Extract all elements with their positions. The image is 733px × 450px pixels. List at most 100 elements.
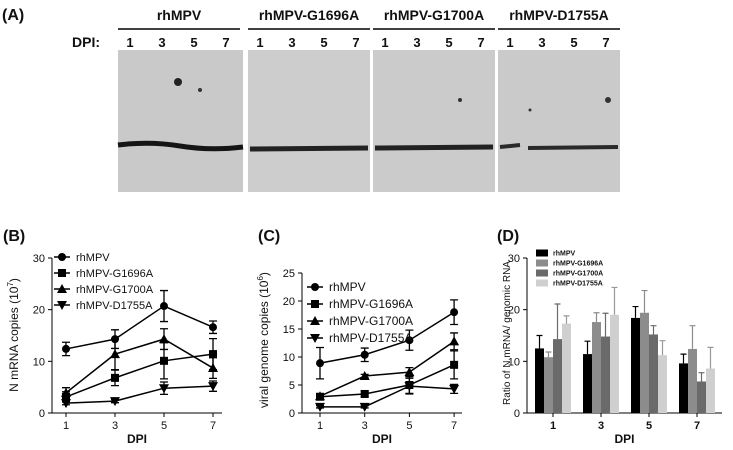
marker [209, 323, 217, 332]
marker [58, 253, 66, 261]
marker [61, 387, 71, 397]
series: rhMPV [535, 249, 688, 413]
x-tick-label: 1 [550, 420, 556, 432]
blot-spot [174, 78, 182, 86]
legend-label: rhMPV [76, 252, 110, 264]
series: rhMPV-G1700A [54, 284, 218, 399]
y-axis-label: N mRNA copies (107) [6, 278, 21, 392]
lane-header: rhMPV [157, 7, 202, 23]
error-bar [632, 305, 639, 318]
panel-label: (D) [497, 228, 519, 245]
marker [316, 359, 324, 368]
day-label: 1 [381, 35, 388, 50]
legend-label: rhMPV-G1696A [553, 260, 603, 267]
legend-swatch [536, 279, 548, 287]
error-bar [641, 289, 648, 313]
y-axis-label-part: ) [7, 278, 21, 282]
bar [649, 334, 658, 413]
y-tick-label: 10 [508, 356, 520, 368]
error-bar [698, 372, 705, 382]
series: rhMPV-G1700A [307, 314, 460, 401]
series: rhMPV-D1755A [307, 331, 460, 412]
marker [209, 350, 217, 359]
series-line [65, 338, 214, 394]
legend-swatch [536, 259, 548, 267]
y-axis-label-part: N mRNA copies (10 [7, 286, 21, 392]
marker [450, 308, 459, 317]
series: rhMPV [307, 280, 459, 380]
day-label: 1 [506, 35, 513, 50]
legend-swatch [536, 269, 548, 277]
bar [697, 381, 706, 413]
dpi-label: DPI: [72, 34, 100, 50]
marker [160, 356, 168, 365]
series-line [319, 340, 455, 397]
marker [311, 283, 319, 291]
marker [310, 316, 320, 325]
x-tick-label: 5 [646, 420, 652, 432]
marker [61, 399, 71, 409]
marker [310, 334, 320, 343]
bar [640, 312, 649, 413]
error-bar [689, 325, 696, 349]
panel-label: (A) [2, 7, 24, 24]
y-tick-label: 30 [33, 253, 45, 265]
day-label: 3 [158, 35, 165, 50]
marker [449, 384, 460, 394]
series-line [65, 305, 214, 350]
x-tick-label: 5 [406, 420, 412, 432]
blot-band [117, 140, 244, 152]
y-tick-label: 20 [508, 305, 520, 317]
error-bar [680, 353, 687, 364]
y-tick-label: 5 [289, 380, 295, 392]
bar [583, 354, 592, 413]
day-label: 7 [602, 35, 609, 50]
error-bar [593, 312, 600, 323]
y-tick-label: 10 [283, 352, 295, 364]
marker [359, 371, 370, 381]
bar [535, 348, 544, 413]
marker [57, 301, 67, 310]
marker [160, 302, 168, 311]
y-tick-label: 20 [33, 305, 45, 317]
lane-header: rhMPV-G1696A [259, 7, 359, 23]
blot-band [374, 144, 494, 151]
marker [315, 402, 325, 412]
y-tick-label: 25 [283, 268, 295, 280]
bar [553, 339, 562, 413]
bar [688, 348, 697, 413]
panel-label: (B) [3, 228, 25, 245]
day-label: 5 [320, 35, 327, 50]
day-label: 1 [256, 35, 263, 50]
day-label: 3 [538, 35, 545, 50]
bar [658, 355, 667, 413]
marker [57, 284, 67, 293]
blot-spot [458, 98, 462, 102]
day-label: 1 [126, 35, 133, 50]
series: rhMPV-G1700A [536, 269, 706, 413]
bar [544, 357, 553, 413]
day-label: 7 [477, 35, 484, 50]
marker [208, 363, 218, 373]
legend-label: rhMPV-G1700A [76, 284, 154, 296]
series-line [320, 385, 455, 408]
y-axis-label-part: viral genome copies (10 [257, 280, 271, 408]
marker [315, 391, 325, 401]
y-tick-label: 20 [283, 296, 295, 308]
marker [404, 382, 415, 392]
blot-image [498, 50, 620, 192]
panel-label: (C) [258, 228, 280, 245]
blot-band [249, 145, 369, 152]
y-tick-label: 10 [33, 356, 45, 368]
marker [110, 397, 120, 407]
marker [62, 344, 70, 353]
marker [159, 384, 169, 394]
y-axis-label-part: ) [257, 272, 271, 276]
day-label: 5 [570, 35, 577, 50]
x-tick-label: 3 [362, 420, 368, 432]
marker [208, 382, 218, 392]
bar [592, 322, 601, 413]
error-bar [611, 286, 618, 315]
bar [601, 336, 610, 413]
